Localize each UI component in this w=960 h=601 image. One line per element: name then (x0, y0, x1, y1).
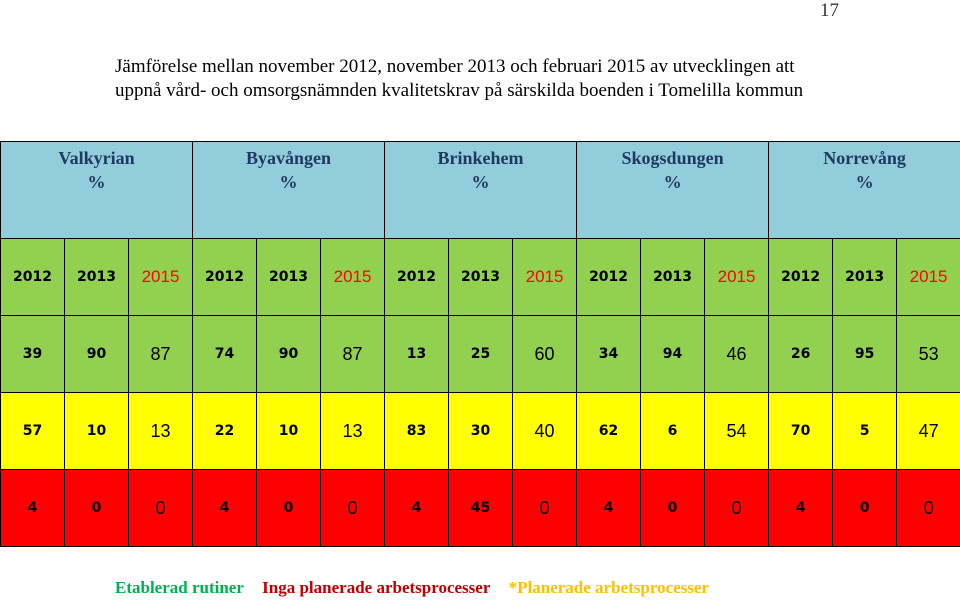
value-cell: 4 (0, 469, 65, 547)
value-cell: 6 (640, 392, 706, 470)
unit-name: Byavången (246, 148, 332, 168)
unit-header-byavangen: Byavången % (192, 141, 386, 239)
year-cell: 2012 (0, 238, 65, 316)
unit-percent: % (87, 172, 106, 192)
value-cell: 39 (0, 315, 65, 393)
legend-green: Etablerad rutiner (115, 578, 244, 597)
value-cell: 94 (640, 315, 706, 393)
value-cell: 13 (320, 392, 386, 470)
legend-red: Inga planerade arbetsprocesser (262, 578, 491, 597)
year-cell: 2015 (512, 238, 578, 316)
yellow-row: 57 10 13 22 10 13 83 30 40 62 6 54 70 5 … (0, 392, 960, 470)
value-cell: 90 (64, 315, 129, 393)
value-cell: 0 (320, 469, 386, 547)
unit-header-valkyrian: Valkyrian % (0, 141, 194, 239)
year-cell: 2013 (640, 238, 706, 316)
unit-percent: % (855, 172, 874, 192)
value-cell: 47 (896, 392, 960, 470)
year-cell: 2012 (192, 238, 258, 316)
year-cell: 2015 (127, 238, 194, 316)
value-cell: 25 (448, 315, 514, 393)
value-cell: 0 (832, 469, 898, 547)
comparison-table: Valkyrian % Byavången % Brinkehem % Skog… (0, 141, 960, 547)
unit-name: Valkyrian (58, 148, 135, 168)
value-cell: 0 (512, 469, 578, 547)
year-cell: 2012 (768, 238, 834, 316)
value-cell: 95 (832, 315, 898, 393)
value-cell: 10 (256, 392, 322, 470)
page-number: 17 (820, 0, 839, 21)
unit-header-skogsdungen: Skogsdungen % (576, 141, 770, 239)
value-cell: 22 (192, 392, 258, 470)
year-cell: 2013 (832, 238, 898, 316)
value-cell: 0 (127, 469, 194, 547)
year-cell: 2015 (704, 238, 770, 316)
value-cell: 87 (127, 315, 194, 393)
value-cell: 70 (768, 392, 834, 470)
value-cell: 0 (640, 469, 706, 547)
legend: Etablerad rutiner Inga planerade arbetsp… (115, 578, 723, 598)
value-cell: 46 (704, 315, 770, 393)
value-cell: 4 (768, 469, 834, 547)
unit-percent: % (663, 172, 682, 192)
value-cell: 45 (448, 469, 514, 547)
value-cell: 4 (192, 469, 258, 547)
unit-header-brinkehem: Brinkehem % (384, 141, 578, 239)
value-cell: 26 (768, 315, 834, 393)
value-cell: 5 (832, 392, 898, 470)
unit-percent: % (279, 172, 298, 192)
value-cell: 62 (576, 392, 642, 470)
value-cell: 90 (256, 315, 322, 393)
value-cell: 34 (576, 315, 642, 393)
year-row: 2012 2013 2015 2012 2013 2015 2012 2013 … (0, 238, 960, 316)
year-cell: 2015 (320, 238, 386, 316)
unit-name: Skogsdungen (621, 148, 724, 168)
unit-name: Brinkehem (437, 148, 524, 168)
value-cell: 60 (512, 315, 578, 393)
year-cell: 2013 (256, 238, 322, 316)
value-cell: 40 (512, 392, 578, 470)
header-row: Valkyrian % Byavången % Brinkehem % Skog… (0, 141, 960, 239)
value-cell: 0 (256, 469, 322, 547)
year-cell: 2012 (576, 238, 642, 316)
value-cell: 0 (896, 469, 960, 547)
year-cell: 2013 (64, 238, 129, 316)
value-cell: 54 (704, 392, 770, 470)
value-cell: 30 (448, 392, 514, 470)
page-title: Jämförelse mellan november 2012, novembe… (115, 56, 804, 101)
value-cell: 87 (320, 315, 386, 393)
year-cell: 2015 (896, 238, 960, 316)
green-row: 39 90 87 74 90 87 13 25 60 34 94 46 26 9… (0, 315, 960, 393)
value-cell: 13 (384, 315, 450, 393)
value-cell: 74 (192, 315, 258, 393)
value-cell: 4 (576, 469, 642, 547)
value-cell: 83 (384, 392, 450, 470)
value-cell: 0 (64, 469, 129, 547)
value-cell: 13 (127, 392, 194, 470)
unit-percent: % (471, 172, 490, 192)
value-cell: 10 (64, 392, 129, 470)
value-cell: 4 (384, 469, 450, 547)
value-cell: 0 (704, 469, 770, 547)
year-cell: 2013 (448, 238, 514, 316)
value-cell: 57 (0, 392, 65, 470)
unit-name: Norrevång (823, 148, 906, 168)
value-cell: 53 (896, 315, 960, 393)
unit-header-norrevang: Norrevång % (768, 141, 960, 239)
red-row: 4 0 0 4 0 0 4 45 0 4 0 0 4 0 0 (0, 469, 960, 547)
legend-yellow: *Planerade arbetsprocesser (508, 578, 709, 597)
year-cell: 2012 (384, 238, 450, 316)
